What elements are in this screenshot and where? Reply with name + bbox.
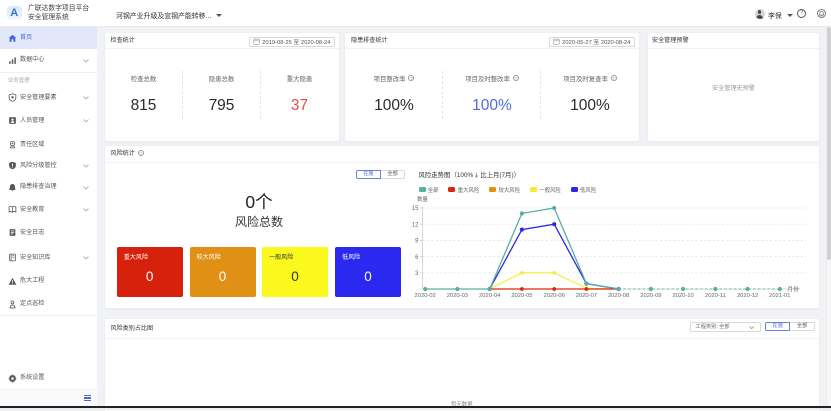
svg-text:2020-04: 2020-04 (479, 293, 501, 299)
svg-text:2020-07: 2020-07 (576, 293, 597, 299)
svg-text:月份: 月份 (787, 285, 799, 293)
svg-text:2020-06: 2020-06 (544, 293, 565, 299)
svg-text:2020-09: 2020-09 (640, 293, 661, 299)
svg-text:6: 6 (415, 255, 419, 261)
svg-text:2020-11: 2020-11 (705, 293, 726, 299)
svg-text:2020-08: 2020-08 (608, 293, 629, 299)
svg-text:2020-05: 2020-05 (511, 293, 532, 299)
svg-text:15: 15 (412, 206, 419, 212)
svg-text:3: 3 (415, 271, 419, 277)
svg-text:2021-01: 2021-01 (769, 293, 790, 299)
svg-text:2020-10: 2020-10 (672, 293, 693, 299)
svg-text:9: 9 (415, 239, 419, 245)
svg-text:2020-12: 2020-12 (737, 293, 758, 299)
svg-text:2020-03: 2020-03 (447, 293, 468, 299)
svg-text:12: 12 (412, 222, 419, 228)
svg-text:数量: 数量 (417, 195, 428, 203)
svg-text:2020-02: 2020-02 (415, 293, 436, 299)
